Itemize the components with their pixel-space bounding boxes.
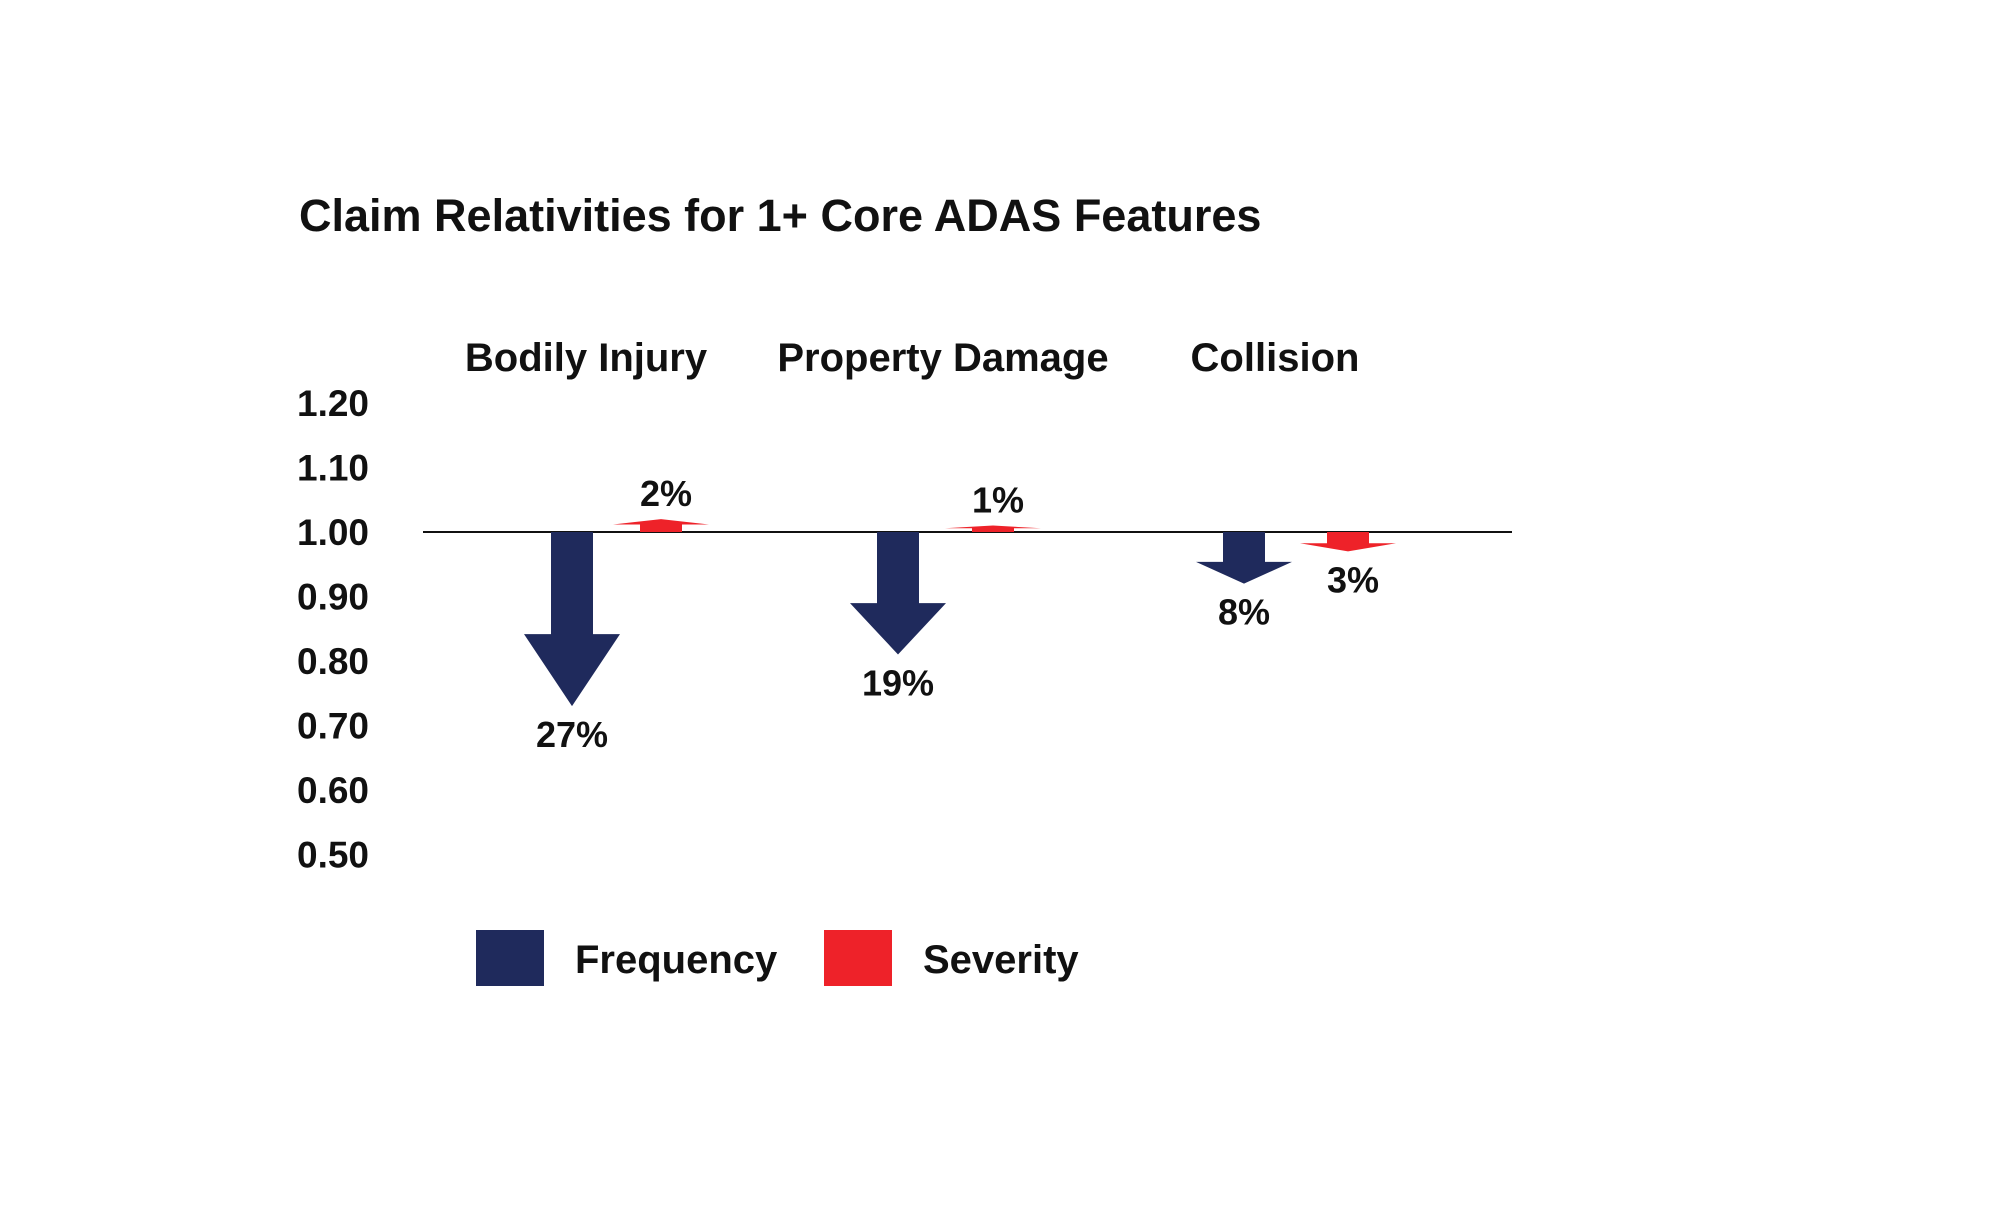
severity-legend-swatch: [824, 930, 892, 986]
y-axis-tick-labels: 1.20 1.10 1.00 0.90 0.80 0.70 0.60 0.50: [297, 383, 369, 876]
frequency-data-label: 19%: [862, 663, 934, 704]
frequency-legend-label: Frequency: [575, 938, 778, 982]
frequency-arrow: [850, 532, 946, 655]
y-tick-label: 0.80: [297, 641, 369, 682]
y-tick-label: 0.90: [297, 577, 369, 618]
category-label: Bodily Injury: [465, 336, 708, 380]
frequency-arrow: [524, 532, 620, 707]
severity-arrow: [613, 519, 709, 532]
data-labels: 27% 19% 8% 2% 1% 3%: [536, 473, 1379, 755]
frequency-data-label: 27%: [536, 714, 608, 755]
y-tick-label: 1.20: [297, 383, 369, 424]
category-label: Collision: [1191, 336, 1360, 380]
severity-data-label: 1%: [972, 480, 1024, 521]
y-tick-label: 0.50: [297, 835, 369, 876]
frequency-data-label: 8%: [1218, 592, 1270, 633]
y-tick-label: 0.70: [297, 706, 369, 747]
severity-arrow: [945, 525, 1041, 532]
severity-legend-label: Severity: [923, 938, 1079, 982]
legend: Frequency Severity: [476, 930, 1079, 986]
y-tick-label: 1.10: [297, 448, 369, 489]
severity-data-label: 3%: [1327, 559, 1379, 600]
y-tick-label: 1.00: [297, 512, 369, 553]
category-labels: Bodily Injury Property Damage Collision: [465, 336, 1360, 380]
frequency-arrow: [1196, 532, 1292, 584]
frequency-legend-swatch: [476, 930, 544, 986]
y-tick-label: 0.60: [297, 770, 369, 811]
arrow-marks: [524, 519, 1396, 707]
severity-data-label: 2%: [640, 473, 692, 514]
severity-arrow: [1300, 532, 1396, 552]
chart-title: Claim Relativities for 1+ Core ADAS Feat…: [299, 190, 1261, 241]
category-label: Property Damage: [777, 336, 1108, 380]
